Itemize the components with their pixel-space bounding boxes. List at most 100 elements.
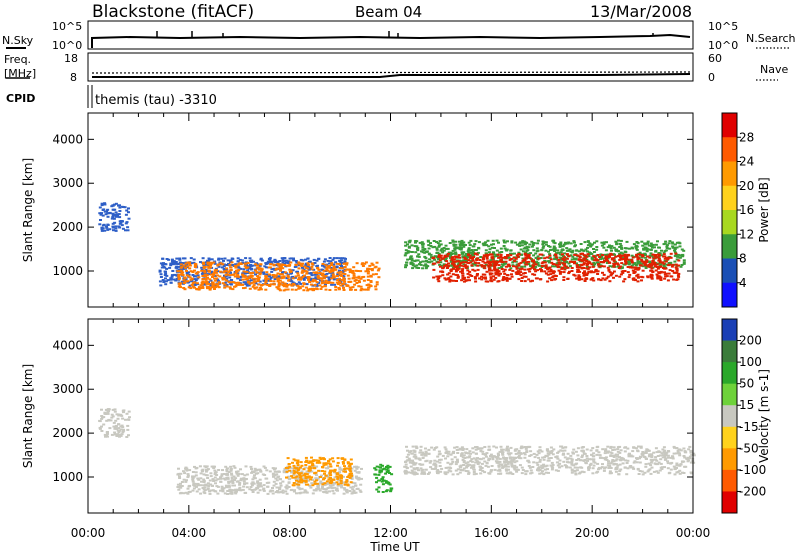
echo-cell	[619, 468, 623, 471]
echo-cell	[112, 217, 116, 220]
echo-cell	[345, 488, 349, 491]
echo-cell	[570, 460, 574, 463]
echo-cell	[205, 469, 209, 472]
echo-cell	[578, 256, 582, 259]
echo-cell	[408, 461, 412, 464]
echo-cell	[212, 467, 216, 470]
echo-cell	[127, 418, 130, 421]
echo-cell	[185, 469, 189, 472]
echo-cell	[651, 271, 655, 273]
echo-cell	[115, 427, 119, 430]
echo-cell	[201, 278, 205, 281]
echo-cell	[256, 280, 260, 282]
echo-cell	[277, 275, 281, 278]
echo-cell	[612, 276, 615, 279]
echo-cell	[258, 273, 262, 276]
echo-cell	[490, 243, 493, 246]
echo-cell	[676, 449, 680, 452]
echo-cell	[271, 489, 275, 492]
freq-right-tick-top: 60	[708, 52, 722, 65]
echo-cell	[189, 257, 193, 260]
echo-cell	[298, 286, 302, 289]
echo-cell	[497, 272, 500, 275]
echo-cell	[209, 489, 213, 492]
echo-cell	[331, 281, 335, 284]
echo-cell	[442, 263, 446, 266]
echo-cell	[309, 272, 313, 274]
echo-cell	[604, 450, 607, 452]
echo-cell	[455, 446, 459, 449]
echo-cell	[620, 270, 624, 273]
echo-cell	[607, 464, 611, 467]
echo-cell	[507, 453, 511, 456]
echo-cell	[245, 270, 249, 273]
echo-cell	[615, 458, 619, 461]
echo-cell	[366, 275, 370, 278]
echo-cell	[185, 269, 188, 272]
echo-cell	[644, 450, 648, 453]
echo-cell	[506, 448, 510, 451]
echo-cell	[612, 262, 616, 265]
echo-cell	[278, 486, 282, 489]
echo-cell	[602, 243, 606, 246]
echo-cell	[106, 215, 110, 218]
echo-cell	[434, 467, 437, 470]
echo-cell	[191, 478, 195, 481]
echo-cell	[175, 274, 179, 277]
echo-cell	[348, 468, 352, 470]
echo-cell	[233, 479, 236, 481]
echo-cell	[296, 474, 300, 477]
echo-cell	[636, 260, 640, 263]
echo-cell	[208, 261, 212, 264]
echo-cell	[582, 471, 586, 474]
echo-cell	[446, 264, 450, 267]
echo-cell	[229, 259, 233, 262]
echo-cell	[186, 487, 190, 490]
echo-cell	[121, 417, 125, 420]
nsearch-label: N.Search	[746, 32, 796, 45]
echo-cell	[330, 283, 334, 286]
echo-cell	[243, 474, 247, 477]
echo-cell	[342, 262, 346, 265]
echo-cell	[528, 466, 532, 469]
echo-cell	[499, 258, 503, 261]
echo-cell	[459, 469, 463, 471]
echo-cell	[620, 258, 623, 261]
echo-cell	[472, 471, 476, 473]
echo-cell	[548, 452, 552, 454]
echo-cell	[124, 418, 127, 421]
echo-cell	[292, 482, 296, 484]
echo-cell	[616, 464, 620, 467]
echo-cell	[466, 463, 470, 466]
echo-cell	[468, 270, 472, 273]
echo-cell	[460, 270, 464, 272]
echo-cell	[561, 255, 565, 257]
echo-cell	[103, 202, 107, 205]
echo-cell	[498, 457, 502, 460]
echo-cell	[429, 245, 433, 247]
echo-cell	[573, 245, 577, 248]
echo-cell	[669, 275, 673, 278]
echo-cell	[678, 256, 682, 259]
echo-cell	[355, 276, 359, 279]
echo-cell	[117, 225, 121, 228]
echo-cell	[626, 262, 630, 265]
echo-cell	[655, 451, 659, 454]
echo-cell	[527, 465, 531, 467]
echo-cell	[527, 263, 531, 265]
echo-cell	[213, 262, 217, 265]
echo-cell	[342, 487, 346, 490]
echo-cell	[657, 271, 661, 274]
echo-cell	[233, 264, 237, 267]
echo-cell	[239, 267, 243, 270]
echo-cell	[444, 247, 448, 250]
echo-cell	[659, 270, 663, 273]
echo-cell	[322, 462, 326, 465]
echo-cell	[272, 484, 276, 487]
echo-cell	[620, 247, 624, 249]
echo-cell	[378, 471, 382, 474]
echo-cell	[593, 241, 596, 244]
echo-cell	[242, 268, 246, 271]
echo-cell	[514, 271, 518, 274]
echo-cell	[497, 264, 501, 267]
